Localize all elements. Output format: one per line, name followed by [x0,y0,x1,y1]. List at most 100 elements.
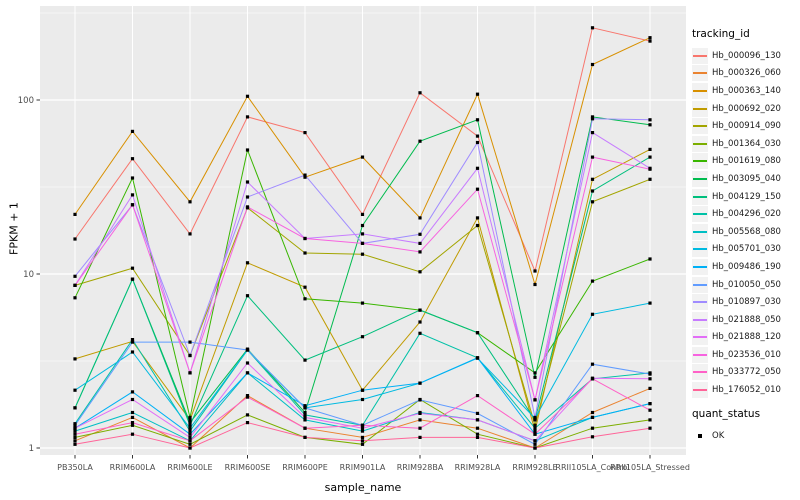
legend-item-label: Hb_010050_050 [712,279,781,290]
data-point-Hb_000692_020-RRII105LA_Stressed [648,147,652,151]
data-point-Hb_021888_120-RRII105LA_Stressed [648,377,652,381]
legend-key-line-icon [693,283,707,286]
data-point-Hb_010897_030-RRIM600LE [188,353,192,358]
data-point-Hb_033772_050-RRIM928LE [533,432,537,436]
data-point-Hb_176052_010-PB350LA [73,442,77,446]
legend-key-swatch [692,47,708,64]
legend-items: Hb_000096_130 Hb_000326_060 Hb_000363_140 H… [692,47,798,399]
data-point-Hb_021888_050-RRIM928BA [418,241,422,245]
data-point-Hb_001364_030-RRIM600LA [130,423,135,427]
data-point-Hb_010897_030-RRIM600SE [245,195,250,199]
data-point-Hb_000692_020-RRIM600SE [245,261,250,265]
data-point-Hb_021888_050-RRIM928LA [475,166,480,170]
data-point-Hb_000096_130-RRIM928BA [418,91,422,95]
data-point-Hb_001619_080-RRIM600PE [303,297,307,301]
data-point-Hb_009486_190-RRIM600LA [130,390,135,394]
data-point-Hb_010050_050-RRIM600LE [188,340,192,344]
data-point-Hb_004129_150-RRIM600PE [303,358,307,362]
legend-item-Hb_021888_050: Hb_021888_050 [692,311,798,329]
legend-item-Hb_009486_190: Hb_009486_190 [692,258,798,276]
legend-key-swatch [692,153,708,170]
legend-key-swatch [692,100,708,117]
data-point-Hb_000096_130-PB350LA [73,237,77,241]
legend-key-line-icon [693,89,707,92]
legend-key-line-icon [693,248,707,251]
data-point-Hb_000914_090-RRII105LA_Control [590,200,595,204]
data-point-Hb_005701_030-RRIM600LA [130,350,135,354]
legend-item-Hb_033772_050: Hb_033772_050 [692,364,798,382]
legend-key-swatch [692,258,708,275]
data-point-Hb_009486_190-RRIM600PE [303,404,307,408]
legend-key-line-icon [693,72,707,75]
x-tick-label: RRIM600LA [110,463,156,472]
data-point-Hb_009486_190-RRIM901LA [360,388,365,392]
data-point-Hb_021888_050-RRIM600LA [130,193,135,197]
x-tick-label: RRIM928LA [455,463,501,472]
legend-key-swatch [692,118,708,135]
data-point-Hb_005568_080-RRIM600PE [303,418,307,422]
legend-item-quant-OK: OK [692,427,798,445]
legend-item-Hb_004129_150: Hb_004129_150 [692,188,798,206]
legend-item-label: Hb_176052_010 [712,385,781,396]
y-tick-label: 10 [23,270,34,280]
data-point-Hb_001364_030-RRIM928LA [475,432,480,436]
legend-item-label: Hb_000096_130 [712,50,781,61]
legend-item-Hb_000096_130: Hb_000096_130 [692,47,798,65]
data-point-Hb_009486_190-RRIM928LA [475,356,480,360]
data-point-Hb_023536_010-RRIM600LE [188,371,192,375]
data-point-Hb_010050_050-RRIM600SE [245,348,250,352]
data-point-Hb_000363_140-PB350LA [73,212,77,216]
data-point-Hb_010897_030-RRIM928BA [418,232,422,236]
data-point-Hb_004296_020-RRIM600LE [188,429,192,433]
data-point-Hb_001364_030-RRII105LA_Control [590,426,595,430]
data-point-Hb_033772_050-PB350LA [73,432,77,436]
data-point-Hb_005701_030-RRIM600LE [188,426,192,430]
data-point-Hb_000692_020-RRIM928BA [418,320,422,324]
data-point-Hb_176052_010-RRII105LA_Stressed [648,426,652,430]
data-point-Hb_004296_020-RRIM928BA [418,331,422,335]
data-point-Hb_023536_010-RRIM901LA [360,241,365,245]
legend-item-Hb_004296_020: Hb_004296_020 [692,205,798,223]
data-point-Hb_021888_050-RRII105LA_Control [590,131,595,135]
data-point-Hb_004129_150-RRII105LA_Stressed [648,155,652,159]
legend-item-Hb_176052_010: Hb_176052_010 [692,381,798,399]
data-point-Hb_009486_190-RRII105LA_Stressed [648,402,652,406]
data-point-Hb_021888_120-RRIM600LA [130,397,135,402]
data-point-Hb_033772_050-RRIM901LA [360,423,365,427]
legend-item-label: OK [712,430,725,441]
data-point-Hb_009486_190-RRII105LA_Control [590,415,595,419]
data-point-Hb_005701_030-RRII105LA_Control [590,312,595,316]
data-point-Hb_003095_040-RRII105LA_Stressed [648,123,652,127]
legend-item-Hb_001364_030: Hb_001364_030 [692,135,798,153]
data-point-Hb_000326_060-RRIM928BA [418,418,422,422]
data-point-Hb_021888_120-PB350LA [73,426,77,430]
legend-key-swatch [692,329,708,346]
data-point-Hb_000692_020-RRIM928LA [475,216,480,220]
data-point-Hb_000914_090-RRIM928LE [533,423,537,427]
y-axis-title: FPKM + 1 [7,202,21,255]
data-point-Hb_000692_020-RRIM600PE [303,285,307,289]
data-point-Hb_033772_050-RRIM600LA [130,421,135,425]
data-point-Hb_023536_010-RRIM928LE [533,398,537,402]
legend-item-label: Hb_033772_050 [712,367,781,378]
data-point-Hb_000914_090-RRIM600PE [303,251,307,255]
data-point-Hb_000096_130-RRIM928LA [475,134,480,138]
x-tick-label: RRIM928BA [397,463,444,472]
legend-key-swatch [692,294,708,311]
data-point-Hb_001619_080-RRII105LA_Stressed [648,257,652,261]
data-point-Hb_010897_030-RRIM600PE [303,173,307,177]
data-point-Hb_021888_050-RRIM600SE [245,180,250,184]
data-point-Hb_176052_010-RRIM928LE [533,446,537,450]
data-point-Hb_000096_130-RRIM600PE [303,131,307,135]
legend: tracking_id Hb_000096_130 Hb_000326_060 Hb… [692,28,798,444]
data-point-Hb_023536_010-RRIM928LA [475,187,480,191]
data-point-Hb_009486_190-RRIM600LE [188,432,192,436]
data-point-Hb_000096_130-RRIM901LA [360,212,365,216]
legend-item-Hb_005701_030: Hb_005701_030 [692,241,798,259]
data-point-Hb_004129_150-RRIM600LA [130,277,135,281]
legend-item-label: Hb_003095_040 [712,173,781,184]
data-point-Hb_000363_140-RRII105LA_Control [590,62,595,67]
data-point-Hb_021888_050-RRIM901LA [360,232,365,236]
legend-key-line-icon [693,371,707,374]
